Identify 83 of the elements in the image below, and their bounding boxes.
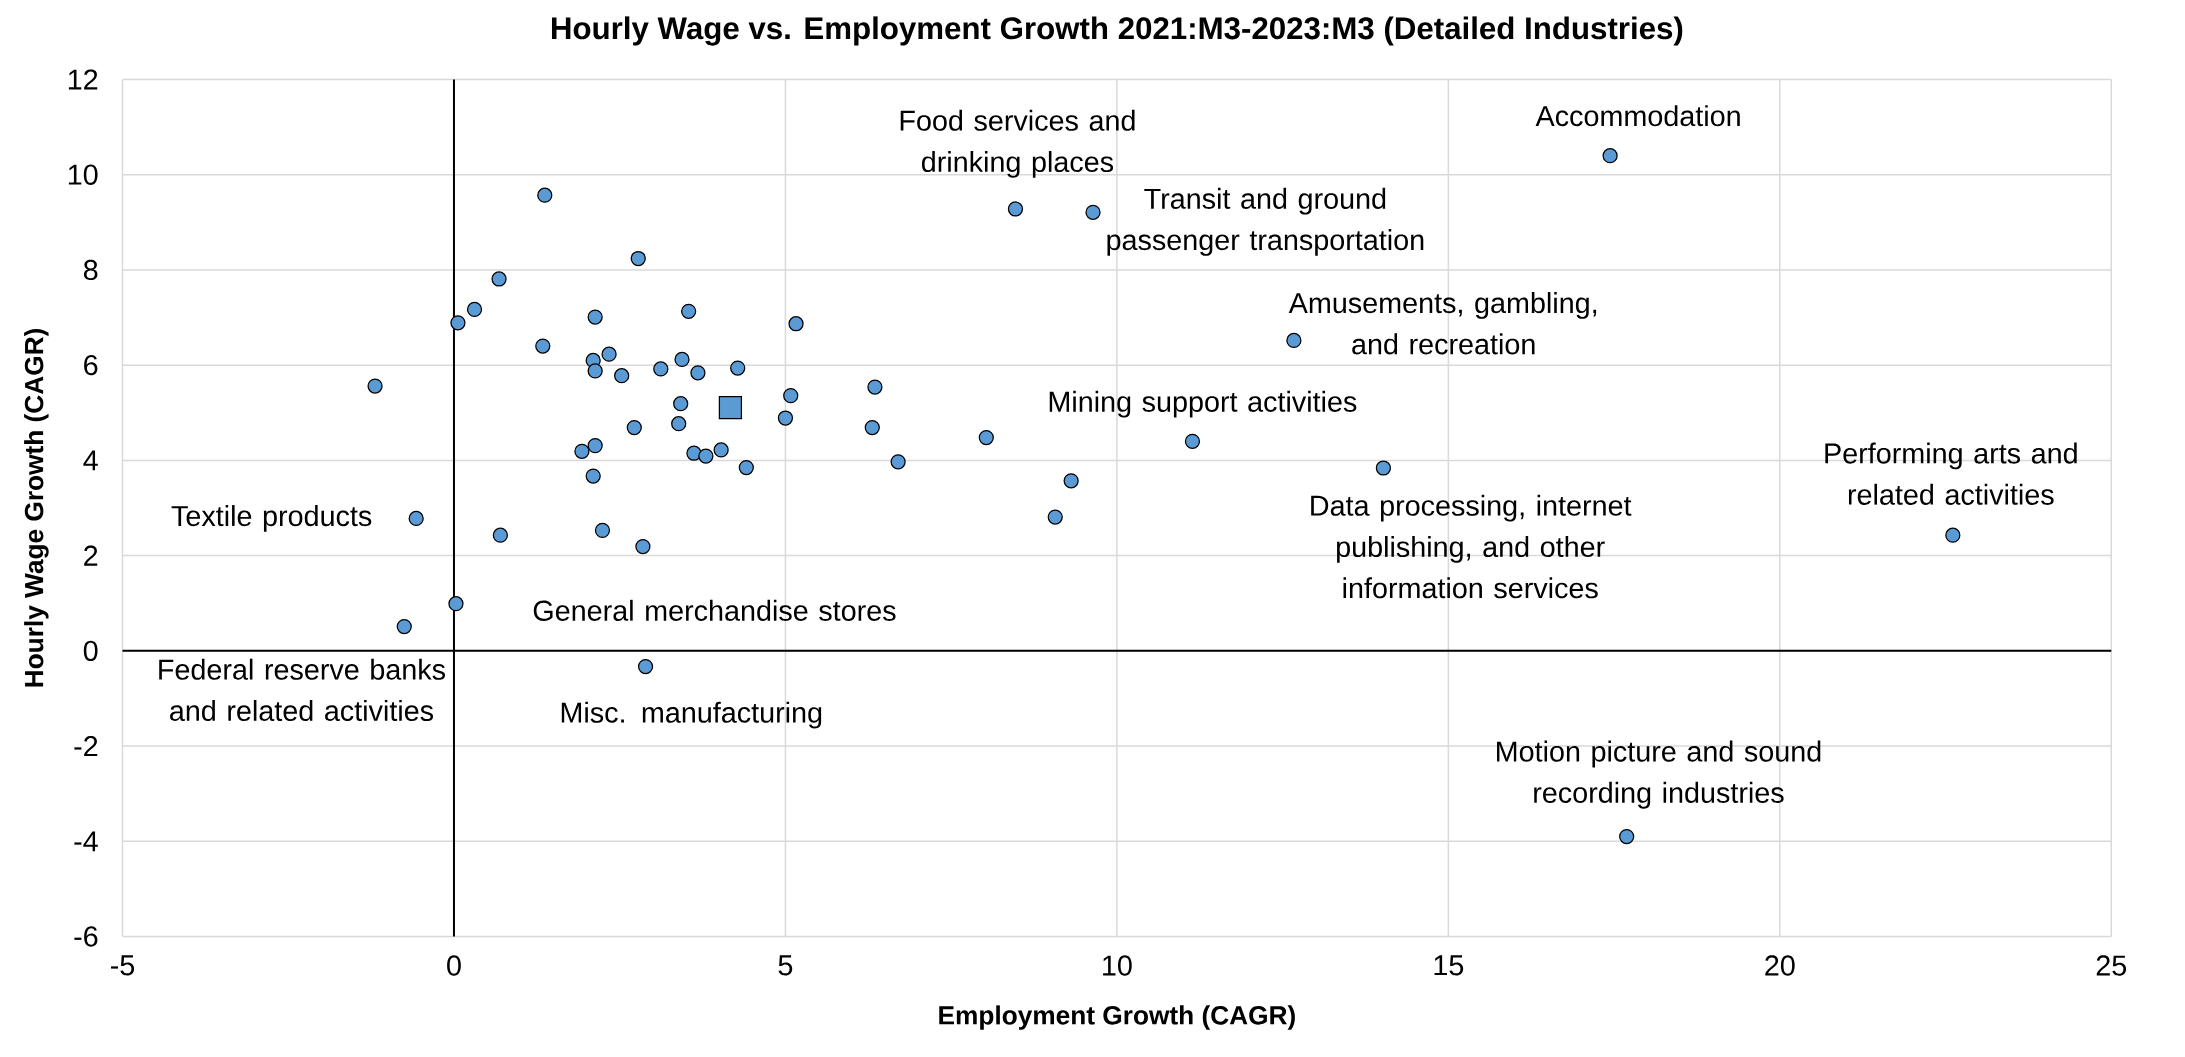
- y-tick-label: -6: [74, 926, 98, 947]
- annotation: Amusements, gambling, and recreation: [1288, 292, 1597, 355]
- annotation: Misc. manufacturing: [561, 701, 822, 729]
- point: [1945, 527, 1961, 543]
- point: [396, 618, 412, 635]
- point: [408, 510, 424, 527]
- point: [1063, 473, 1079, 489]
- annotation: Performing arts and related activities: [1825, 442, 2077, 505]
- y-tick-label: -2: [74, 736, 98, 757]
- point: [788, 316, 804, 332]
- point: [601, 346, 617, 362]
- x-axis-title: Employment Growth (CAGR): [939, 1005, 1295, 1030]
- x-tick-label: -5: [111, 955, 135, 976]
- x-tick-label: 5: [778, 955, 793, 976]
- point: [448, 596, 464, 612]
- point: [537, 187, 553, 203]
- y-tick-label: 4: [83, 450, 98, 471]
- y-tick-label: 10: [68, 164, 98, 185]
- y-tick-label: 8: [83, 259, 98, 281]
- annotation: General merchandise stores: [533, 599, 896, 621]
- point: [864, 419, 880, 436]
- point: [574, 443, 590, 459]
- point: [738, 459, 754, 476]
- point: [585, 468, 601, 484]
- point: [630, 250, 646, 267]
- y-tick-label: 2: [84, 545, 98, 566]
- annotation: Data processing, internet publishing, and other information services: [1311, 494, 1632, 599]
- annotation: Transit and ground passenger transportation: [1107, 187, 1424, 256]
- x-tick-label: 0: [447, 955, 461, 976]
- point: [698, 448, 714, 464]
- point: [450, 315, 466, 331]
- point: [635, 538, 651, 555]
- annotation: Mining support activities: [1049, 390, 1357, 418]
- point: [867, 379, 883, 395]
- point: [777, 410, 794, 426]
- y-tick-label: -4: [74, 831, 98, 852]
- point: [535, 338, 551, 354]
- point: [587, 309, 603, 325]
- point: [718, 395, 743, 420]
- point: [890, 454, 906, 470]
- point: [686, 445, 702, 461]
- y-axis-title: Hourly Wage Growth (CAGR): [24, 328, 49, 687]
- point: [594, 522, 611, 538]
- x-tick-label: 20: [1765, 955, 1795, 976]
- point: [730, 360, 746, 376]
- annotation: Accommodation: [1535, 105, 1740, 127]
- annotation: Food services and drinking places: [900, 109, 1135, 178]
- point: [626, 419, 642, 436]
- point: [1184, 433, 1201, 449]
- point: [1619, 828, 1635, 845]
- point: [1286, 332, 1302, 349]
- point: [681, 303, 697, 319]
- annotation: Federal reserve banks and related activities: [159, 658, 445, 722]
- y-tick-label: 0: [83, 640, 98, 661]
- point: [673, 396, 689, 412]
- point: [674, 351, 690, 368]
- y-tick-label: 12: [68, 69, 98, 90]
- point: [367, 378, 383, 394]
- point: [671, 416, 687, 432]
- point: [614, 368, 630, 384]
- point: [1602, 148, 1618, 164]
- point: [1085, 204, 1101, 220]
- point: [1007, 201, 1024, 217]
- point: [653, 361, 669, 377]
- point: [466, 301, 483, 318]
- annotation: Motion picture and sound recording industries: [1497, 740, 1821, 809]
- point: [492, 527, 508, 543]
- point: [491, 271, 507, 287]
- x-tick-label: 25: [2096, 955, 2127, 976]
- point: [1047, 509, 1063, 525]
- chart-title: Hourly Wage vs. Employment Growth 2021:M3-2023:M3 (Detailed Industries): [551, 16, 1683, 46]
- annotation: Textile products: [171, 505, 372, 532]
- point: [783, 388, 799, 404]
- point: [713, 442, 729, 458]
- x-tick-label: 10: [1103, 955, 1132, 976]
- point: [1375, 460, 1392, 476]
- y-tick-label: 6: [84, 354, 98, 376]
- x-tick-label: 15: [1434, 955, 1464, 976]
- point: [978, 429, 994, 446]
- point: [587, 437, 603, 454]
- point: [690, 365, 706, 381]
- point: [587, 363, 603, 379]
- point: [637, 658, 654, 675]
